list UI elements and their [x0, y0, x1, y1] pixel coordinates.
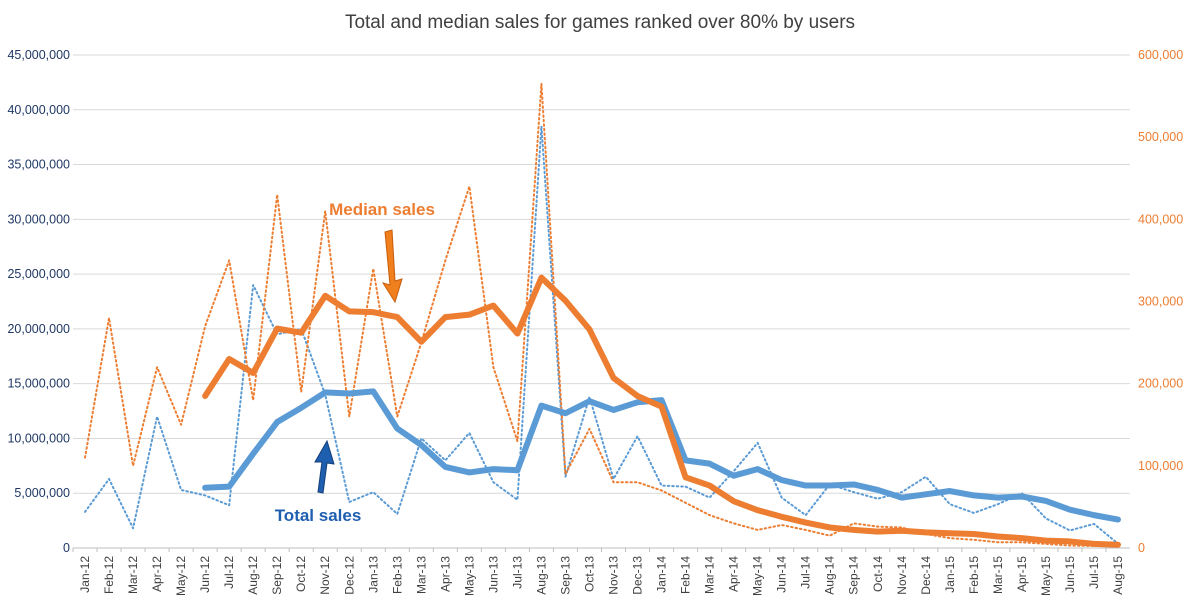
x-tick-label: Jan-14 — [655, 556, 669, 593]
x-tick-label: Oct-14 — [871, 556, 885, 592]
x-tick-label: Apr-13 — [438, 556, 452, 592]
x-tick-label: Jul-14 — [799, 556, 813, 589]
x-tick-label: Aug-15 — [1111, 556, 1125, 595]
x-tick-label: May-14 — [751, 556, 765, 596]
y-right-tick-label: 600,000 — [1138, 48, 1183, 62]
total-sales-label-text: Total sales — [275, 506, 362, 525]
x-tick-label: Jan-15 — [943, 556, 957, 593]
x-tick-label: Jun-15 — [1063, 556, 1077, 593]
series-lines — [84, 82, 1121, 548]
x-tick-label: Jun-14 — [775, 556, 789, 593]
y-left-tick-label: 10,000,000 — [7, 431, 70, 445]
y-left-tick-label: 25,000,000 — [7, 267, 70, 281]
median-sales-label-outline: Median sales — [329, 200, 435, 219]
y-right-tick-label: 200,000 — [1138, 377, 1183, 391]
x-tick-label: Oct-12 — [294, 556, 308, 592]
x-tick-label: Sep-12 — [270, 556, 284, 595]
x-tick-label: Mar-12 — [126, 556, 140, 594]
y-left-tick-label: 15,000,000 — [7, 377, 70, 391]
x-tick-label: Apr-14 — [727, 556, 741, 592]
x-tick-label: Apr-12 — [150, 556, 164, 592]
x-tick-label: Sep-13 — [558, 556, 572, 595]
x-tick-label: Jun-12 — [198, 556, 212, 593]
x-tick-label: Mar-13 — [414, 556, 428, 594]
y-left-tick-label: 40,000,000 — [7, 103, 70, 117]
gridlines — [73, 54, 1130, 549]
x-tick-label: Feb-15 — [967, 556, 981, 594]
series-line — [84, 125, 1119, 545]
x-tick-label: Aug-14 — [823, 556, 837, 595]
x-tick-label: Mar-15 — [991, 556, 1005, 594]
y-right-tick-label: 100,000 — [1138, 459, 1183, 473]
y-left-tick-label: 20,000,000 — [7, 322, 70, 336]
total-sales-label-outline: Total sales — [275, 506, 362, 525]
x-tick-label: Aug-12 — [246, 556, 260, 595]
x-tick-label: May-13 — [462, 556, 476, 596]
series-line — [202, 274, 1121, 548]
x-tick-label: Jan-12 — [78, 556, 92, 593]
x-tick-label: Dec-12 — [342, 556, 356, 595]
y-right-tick-label: 500,000 — [1138, 130, 1183, 144]
chart-title: Total and median sales for games ranked … — [345, 12, 855, 33]
y-left-tick-label: 0 — [63, 541, 70, 555]
y-right-tick-label: 300,000 — [1138, 295, 1183, 309]
x-tick-label: Feb-14 — [679, 556, 693, 594]
y-left-tick-label: 5,000,000 — [14, 486, 70, 500]
x-tick-label: Oct-13 — [582, 556, 596, 592]
x-tick-label: Jun-13 — [486, 556, 500, 593]
x-tick-label: Mar-14 — [703, 556, 717, 594]
x-tick-label: May-12 — [174, 556, 188, 596]
median-arrow-icon — [381, 229, 403, 304]
y-left-tick-label: 35,000,000 — [7, 158, 70, 172]
y-right-tick-label: 0 — [1138, 541, 1145, 555]
median-sales-label-text: Median sales — [329, 200, 435, 219]
x-tick-label: Apr-15 — [1015, 556, 1029, 592]
x-tick-label: Aug-13 — [534, 556, 548, 595]
x-tick-label: Feb-12 — [102, 556, 116, 594]
total-arrow-icon — [314, 439, 335, 494]
x-tick-label: Nov-13 — [607, 556, 621, 595]
series-line — [202, 388, 1121, 523]
x-tick-label: Feb-13 — [390, 556, 404, 594]
x-tick-label: May-15 — [1039, 556, 1053, 596]
y-left-tick-label: 30,000,000 — [7, 212, 70, 226]
x-tick-label: Nov-12 — [318, 556, 332, 595]
x-tick-label: Dec-13 — [631, 556, 645, 595]
x-tick-label: Sep-14 — [847, 556, 861, 595]
series-line — [84, 82, 1119, 548]
y-right-tick-label: 400,000 — [1138, 212, 1183, 226]
x-tick-label: Jul-15 — [1087, 556, 1101, 589]
x-tick-label: Nov-14 — [895, 556, 909, 595]
x-tick-label: Jan-13 — [366, 556, 380, 593]
x-tick-label: Jul-13 — [510, 556, 524, 589]
x-tick-label: Jul-12 — [222, 556, 236, 589]
axes: 0 5,000,000 10,000,000 15,000,000 20,000,000… — [7, 48, 1183, 596]
y-left-tick-label: 45,000,000 — [7, 48, 70, 62]
x-tick-label: Dec-14 — [919, 556, 933, 595]
